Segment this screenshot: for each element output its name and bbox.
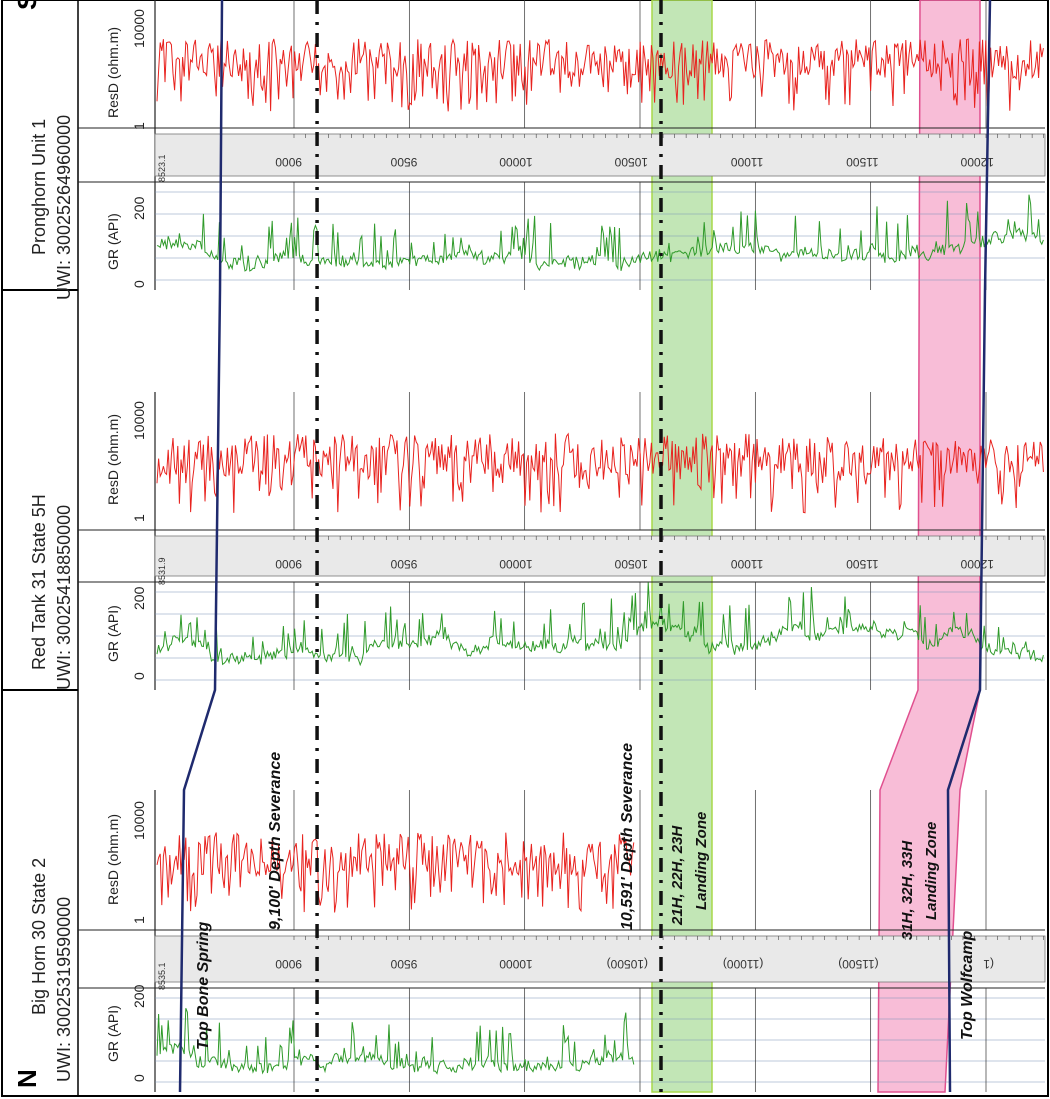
depth-tick-label: 10500 xyxy=(614,155,648,169)
res-label-pronghorn: ResD (ohm.m) xyxy=(105,27,121,118)
gr-curve-redtank xyxy=(156,582,1044,667)
well-uwi-redtank: UWI: 30025418850000 xyxy=(54,505,74,690)
res-min-redtank: 1 xyxy=(131,514,147,522)
res-min-bighorn: 1 xyxy=(131,916,147,924)
res-curve-bighorn xyxy=(156,832,635,913)
res-curve-redtank xyxy=(156,432,1044,514)
well-panel-pronghorn: 9000 9500 10000 10500 11000 11500 12000 xyxy=(78,0,1046,290)
north-label: N xyxy=(12,1069,42,1088)
wells: 9000 9500 10000 (10500) (11000) (11500) (19000… xyxy=(78,0,1046,1092)
gr-min-pronghorn: 0 xyxy=(131,280,147,288)
depth-tick-label: (1 xyxy=(983,957,994,971)
gr-label-redtank: GR (API) xyxy=(105,605,121,662)
well-uwi-pronghorn: UWI: 30025264960000 xyxy=(54,115,74,300)
res-min-pronghorn: 1 xyxy=(131,122,147,130)
depth-tick-label: 12000 xyxy=(960,557,994,571)
res-max-bighorn: 10000 xyxy=(131,801,147,840)
top-wolfcamp-label: Top Wolfcamp xyxy=(959,930,976,1040)
depth-tick-label: 10000 xyxy=(499,155,533,169)
zone2x-label-wells: 21H, 22H, 23H xyxy=(669,825,686,926)
gr-min-redtank: 0 xyxy=(131,672,147,680)
gr-min-bighorn: 0 xyxy=(131,1074,147,1082)
depth-tick-label: 11000 xyxy=(731,557,764,571)
correlation-lines xyxy=(178,0,992,1093)
depth-track xyxy=(154,535,1046,577)
top-wolfcamp-line xyxy=(946,0,992,1093)
well-panel-redtank: 9000 9500 10000 10500 11000 11500 12000 xyxy=(78,392,1046,690)
gr-label-pronghorn: GR (API) xyxy=(105,213,121,270)
severance-1-label: 9,100' Depth Severance xyxy=(267,752,284,930)
depth-tick-label: (11000) xyxy=(723,957,763,971)
top-depth-tag-redtank: 8531.9 xyxy=(157,557,167,585)
depth-track xyxy=(154,935,1046,983)
gr-max-redtank: 200 xyxy=(131,586,147,610)
depth-tick-label: 9000 xyxy=(275,155,302,169)
well-uwi-bighorn: UWI: 30025319590000 xyxy=(54,897,74,1082)
res-label-redtank: ResD (ohm.m) xyxy=(105,414,121,505)
res-curve-pronghorn xyxy=(156,38,1044,112)
gr-curve-bighorn xyxy=(156,1008,635,1075)
depth-tick-label: 11500 xyxy=(846,155,879,169)
top-bone-spring-line xyxy=(178,0,224,1093)
annotation-labels: N S Big Horn 30 State 2 UWI: 30025319590… xyxy=(12,0,976,1088)
well-name-pronghorn: Pronghorn Unit 1 xyxy=(29,119,49,255)
depth-tick-label: 11000 xyxy=(731,155,764,169)
gr-curve-pronghorn xyxy=(156,194,1044,272)
res-max-redtank: 10000 xyxy=(131,401,147,440)
zone2x-label-zone: Landing Zone xyxy=(693,812,710,910)
gr-label-bighorn: GR (API) xyxy=(105,1005,121,1062)
zone3x-label-wells: 31H, 32H, 33H xyxy=(899,840,916,940)
severance-2-label: 10,591' Depth Severance xyxy=(619,743,636,930)
depth-tick-label: (11500) xyxy=(838,957,878,971)
well-name-bighorn: Big Horn 30 State 2 xyxy=(29,858,49,1015)
depth-tick-label: 10000 xyxy=(499,557,533,571)
res-max-pronghorn: 10000 xyxy=(131,9,147,48)
zone3x-label-zone: Landing Zone xyxy=(923,822,940,920)
top-depth-tag-pronghorn: 8523.1 xyxy=(157,154,167,182)
depth-tick-label: (10500) xyxy=(607,957,648,971)
depth-tick-label: 9500 xyxy=(390,957,417,971)
depth-tick-label: 10500 xyxy=(614,557,648,571)
depth-tick-label: 10000 xyxy=(499,957,533,971)
depth-tick-label: 9500 xyxy=(390,557,417,571)
depth-track xyxy=(154,133,1046,177)
depth-tick-label: 12000 xyxy=(960,155,994,169)
south-label: S xyxy=(12,0,42,10)
top-bone-spring-label: Top Bone Spring xyxy=(195,921,212,1050)
well-name-redtank: Red Tank 31 State 5H xyxy=(29,494,49,670)
res-label-bighorn: ResD (ohm.m) xyxy=(105,814,121,905)
depth-tick-label: 9000 xyxy=(275,557,302,571)
depth-tick-label: 9000 xyxy=(275,957,302,971)
depth-tick-label: 9500 xyxy=(390,155,417,169)
depth-tick-label: 11500 xyxy=(846,557,879,571)
gr-max-pronghorn: 200 xyxy=(131,196,147,220)
gr-max-bighorn: 200 xyxy=(131,984,147,1008)
well-panel-bighorn: 9000 9500 10000 (10500) (11000) (11500) (1 xyxy=(78,790,1046,1092)
top-depth-tag-bighorn: 8535.1 xyxy=(157,962,167,990)
